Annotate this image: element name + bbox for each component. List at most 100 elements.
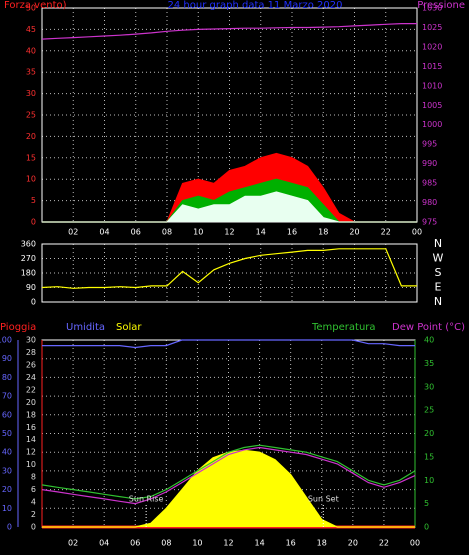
y2-tick-label: 980 <box>422 198 437 207</box>
y-tick-label: 50 <box>26 4 36 13</box>
x-tick-label: 10 <box>192 539 202 548</box>
y-tick-label: 45 <box>26 25 36 34</box>
y2-axis-label: Pressione <box>417 0 465 11</box>
y-tick-label: 60 <box>2 410 12 419</box>
y-tick-label: 10 <box>26 175 36 184</box>
x-tick-label: 14 <box>254 539 264 548</box>
x-tick-label: 20 <box>348 539 358 548</box>
y2-tick-label: 25 <box>424 406 434 415</box>
y2-tick-label: 20 <box>424 429 434 438</box>
y2-tick-label: 10 <box>424 476 434 485</box>
y2-tick-label: 990 <box>422 159 437 168</box>
x-tick-label: 20 <box>349 228 359 237</box>
y-tick-label: 0 <box>31 298 36 307</box>
y2-tick-label: 30 <box>424 382 434 391</box>
y3-tick-label: 12 <box>26 448 36 457</box>
y2-tick-label: 1015 <box>422 62 442 71</box>
y-tick-label: 40 <box>2 448 12 457</box>
x-tick-label: 10 <box>193 228 203 237</box>
x-tick-label: 02 <box>68 228 78 237</box>
y-tick-label: 20 <box>2 485 12 494</box>
area <box>42 191 417 223</box>
annotation: Sun Rise <box>129 495 164 504</box>
x-tick-label: 12 <box>223 539 233 548</box>
y-tick-label: 90 <box>26 283 36 292</box>
y2-tick-label: 1020 <box>422 42 442 51</box>
y2-tick-label: 975 <box>422 218 437 227</box>
y2-tick-label: 0 <box>424 523 429 532</box>
y2-tick-label: 1000 <box>422 120 442 129</box>
y-tick-label: 360 <box>21 240 36 249</box>
x-tick-label: 08 <box>162 228 172 237</box>
y-tick-label: 25 <box>26 111 36 120</box>
y-tick-label: 30 <box>2 466 12 475</box>
y2-tick-label: 1030 <box>422 4 442 13</box>
y3-tick-label: 18 <box>26 410 36 419</box>
x-tick-label: 22 <box>381 228 391 237</box>
x-tick-label: 22 <box>379 539 389 548</box>
y-tick-label: 0 <box>31 218 36 227</box>
y-axis-label: Forza vento) <box>4 0 67 11</box>
x-tick-label: 18 <box>317 539 327 548</box>
x-tick-label: 12 <box>224 228 234 237</box>
line <box>42 339 415 349</box>
y-tick-label: 90 <box>2 354 12 363</box>
y-tick-label: 0 <box>7 523 12 532</box>
y3-tick-label: 16 <box>26 423 36 432</box>
plot-frame <box>41 243 418 303</box>
y-tick-label: 180 <box>21 269 36 278</box>
legend-entry: Umidita <box>66 322 105 333</box>
y-tick-label: 270 <box>21 254 36 263</box>
x-tick-label: 14 <box>256 228 266 237</box>
x-tick-label: 00 <box>410 539 420 548</box>
legend-entry: Dew Point (°C) <box>392 322 465 333</box>
legend-entry: Pioggia <box>0 322 36 333</box>
y2-tick-label: 1010 <box>422 81 442 90</box>
x-tick-label: 04 <box>99 228 109 237</box>
y3-tick-label: 6 <box>31 485 36 494</box>
line <box>41 444 416 500</box>
y2-tick-label: 1025 <box>422 23 442 32</box>
x-tick-label: 16 <box>286 539 296 548</box>
chart-title: 24 hour graph data 11 Marzo 2020 <box>168 0 343 11</box>
y3-tick-label: 30 <box>26 336 36 345</box>
y2-tick-label: E <box>435 281 442 294</box>
y3-tick-label: 26 <box>26 360 36 369</box>
y-tick-label: 50 <box>2 429 12 438</box>
y-tick-label: 20 <box>26 132 36 141</box>
y2-tick-label: 995 <box>422 140 437 149</box>
y-tick-label: 40 <box>26 46 36 55</box>
legend-entry: Solar <box>116 322 142 333</box>
y2-tick-label: 1005 <box>422 101 442 110</box>
y-tick-label: 70 <box>2 392 12 401</box>
x-tick-label: 06 <box>131 228 141 237</box>
y-tick-label: 35 <box>26 68 36 77</box>
annotation: Sun Set <box>308 495 339 504</box>
y2-tick-label: N <box>434 237 442 250</box>
y-tick-label: 5 <box>31 196 36 205</box>
x-tick-label: 18 <box>318 228 328 237</box>
x-tick-label: 00 <box>412 228 422 237</box>
y2-tick-label: 985 <box>422 179 437 188</box>
y-tick-label: 10 <box>2 504 12 513</box>
line <box>41 248 417 289</box>
y3-tick-label: 28 <box>26 348 36 357</box>
y-tick-label: 100 <box>0 336 12 345</box>
y3-tick-label: 0 <box>31 523 36 532</box>
x-tick-label: 04 <box>99 539 109 548</box>
line <box>41 23 417 40</box>
y2-tick-label: N <box>434 295 442 308</box>
y3-tick-label: 22 <box>26 385 36 394</box>
y3-tick-label: 20 <box>26 398 36 407</box>
y2-tick-label: 5 <box>424 499 429 508</box>
y3-tick-label: 4 <box>31 498 36 507</box>
y3-tick-label: 14 <box>26 435 36 444</box>
x-tick-label: 08 <box>161 539 171 548</box>
y3-tick-label: 8 <box>31 473 36 482</box>
y2-tick-label: 35 <box>424 359 434 368</box>
y2-tick-label: S <box>435 266 442 279</box>
y3-tick-label: 2 <box>31 510 36 519</box>
y3-tick-label: 24 <box>26 373 36 382</box>
x-tick-label: 16 <box>287 228 297 237</box>
